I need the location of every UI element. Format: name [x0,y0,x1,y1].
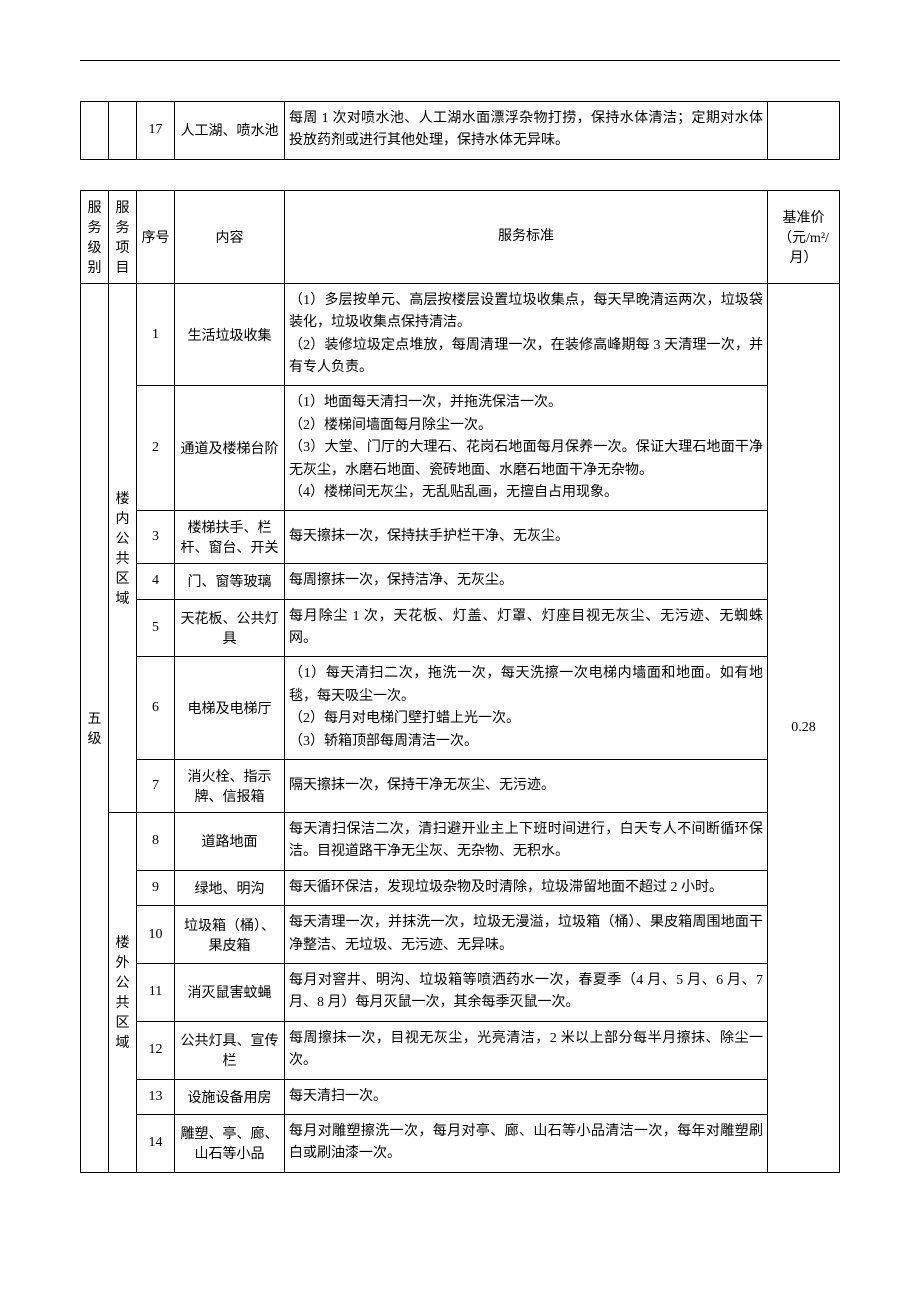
cell-seq: 7 [137,760,175,813]
cell-seq: 9 [137,870,175,905]
cell-standard: 每周擦抹一次，保持洁净、无灰尘。 [285,564,768,599]
header-item: 服务项目 [109,190,137,283]
cell-standard: （1）每天清扫二次，拖洗一次，每天洗擦一次电梯内墙面和地面。如有地毯，每天吸尘一… [285,657,768,760]
cell-seq: 17 [137,102,175,160]
cell-content: 楼梯扶手、栏杆、窗台、开关 [175,511,285,564]
cell-seq: 3 [137,511,175,564]
cell-content: 设施设备用房 [175,1079,285,1114]
cell-blank-level [81,102,109,160]
cell-standard: 每月对雕塑擦洗一次，每月对亭、廊、山石等小品清洁一次，每年对雕塑刷白或刷油漆一次… [285,1114,768,1172]
cell-price: 0.28 [768,283,840,1172]
cell-content: 天花板、公共灯具 [175,599,285,657]
cell-content: 电梯及电梯厅 [175,657,285,760]
header-level: 服务级别 [81,190,109,283]
cell-standard: 隔天擦抹一次，保持干净无灰尘、无污迹。 [285,760,768,813]
cell-blank-item [109,102,137,160]
cell-content: 生活垃圾收集 [175,283,285,386]
table-row: 五级 楼内公共区域 1 生活垃圾收集 （1）多层按单元、高层按楼层设置垃圾收集点… [81,283,840,386]
cell-standard: 每天清理一次，并抹洗一次，垃圾无漫溢，垃圾箱（桶）、果皮箱周围地面干净整洁、无垃… [285,906,768,964]
table-row: 10 垃圾箱（桶）、果皮箱 每天清理一次，并抹洗一次，垃圾无漫溢，垃圾箱（桶）、… [81,906,840,964]
cell-standard: 每月除尘 1 次，天花板、灯盖、灯罩、灯座目视无灰尘、无污迹、无蜘蛛网。 [285,599,768,657]
cell-standard: 每天清扫一次。 [285,1079,768,1114]
cell-standard: （1）地面每天清扫一次，并拖洗保洁一次。（2）楼梯间墙面每月除尘一次。（3）大堂… [285,386,768,511]
top-rule [80,60,840,61]
cell-standard: 每天擦抹一次，保持扶手护栏干净、无灰尘。 [285,511,768,564]
table-row: 6 电梯及电梯厅 （1）每天清扫二次，拖洗一次，每天洗擦一次电梯内墙面和地面。如… [81,657,840,760]
cell-seq: 4 [137,564,175,599]
table-row: 2 通道及楼梯台阶 （1）地面每天清扫一次，并拖洗保洁一次。（2）楼梯间墙面每月… [81,386,840,511]
cell-seq: 8 [137,813,175,871]
cell-content: 垃圾箱（桶）、果皮箱 [175,906,285,964]
cell-content: 消火栓、指示牌、信报箱 [175,760,285,813]
header-row: 服务级别 服务项目 序号 内容 服务标准 基准价（元/m²/月） [81,190,840,283]
main-table: 服务级别 服务项目 序号 内容 服务标准 基准价（元/m²/月） 五级 楼内公共… [80,190,840,1173]
table-row: 14 雕塑、亭、廊、山石等小品 每月对雕塑擦洗一次，每月对亭、廊、山石等小品清洁… [81,1114,840,1172]
table-row: 11 消灭鼠害蚊蝇 每月对窨井、明沟、垃圾箱等喷洒药水一次，春夏季（4 月、5 … [81,963,840,1021]
cell-standard: （1）多层按单元、高层按楼层设置垃圾收集点，每天早晚清运两次，垃圾袋装化，垃圾收… [285,283,768,386]
table-row: 4 门、窗等玻璃 每周擦抹一次，保持洁净、无灰尘。 [81,564,840,599]
cell-seq: 2 [137,386,175,511]
cell-content: 人工湖、喷水池 [175,102,285,160]
cell-content: 公共灯具、宣传栏 [175,1021,285,1079]
cell-group-outdoor: 楼外公共区域 [109,813,137,1173]
cell-seq: 1 [137,283,175,386]
top-table: 17 人工湖、喷水池 每周 1 次对喷水池、人工湖水面漂浮杂物打捞，保持水体清洁… [80,101,840,160]
table-row: 13 设施设备用房 每天清扫一次。 [81,1079,840,1114]
cell-level: 五级 [81,283,109,1172]
header-price: 基准价（元/m²/月） [768,190,840,283]
cell-content: 消灭鼠害蚊蝇 [175,963,285,1021]
cell-content: 通道及楼梯台阶 [175,386,285,511]
cell-content: 道路地面 [175,813,285,871]
cell-seq: 11 [137,963,175,1021]
table-row: 7 消火栓、指示牌、信报箱 隔天擦抹一次，保持干净无灰尘、无污迹。 [81,760,840,813]
table-row: 3 楼梯扶手、栏杆、窗台、开关 每天擦抹一次，保持扶手护栏干净、无灰尘。 [81,511,840,564]
table-row: 楼外公共区域 8 道路地面 每天清扫保洁二次，清扫避开业主上下班时间进行，白天专… [81,813,840,871]
header-seq: 序号 [137,190,175,283]
cell-seq: 5 [137,599,175,657]
cell-seq: 13 [137,1079,175,1114]
cell-standard: 每天循环保洁，发现垃圾杂物及时清除，垃圾滞留地面不超过 2 小时。 [285,870,768,905]
cell-standard: 每天清扫保洁二次，清扫避开业主上下班时间进行，白天专人不间断循环保洁。目视道路干… [285,813,768,871]
cell-blank-price [768,102,840,160]
cell-seq: 14 [137,1114,175,1172]
header-content: 内容 [175,190,285,283]
header-standard: 服务标准 [285,190,768,283]
cell-content: 雕塑、亭、廊、山石等小品 [175,1114,285,1172]
cell-seq: 10 [137,906,175,964]
cell-content: 绿地、明沟 [175,870,285,905]
table-row: 17 人工湖、喷水池 每周 1 次对喷水池、人工湖水面漂浮杂物打捞，保持水体清洁… [81,102,840,160]
cell-standard: 每周擦抹一次，目视无灰尘，光亮清洁，2 米以上部分每半月擦抹、除尘一次。 [285,1021,768,1079]
cell-standard: 每月对窨井、明沟、垃圾箱等喷洒药水一次，春夏季（4 月、5 月、6 月、7 月、… [285,963,768,1021]
table-row: 5 天花板、公共灯具 每月除尘 1 次，天花板、灯盖、灯罩、灯座目视无灰尘、无污… [81,599,840,657]
table-row: 12 公共灯具、宣传栏 每周擦抹一次，目视无灰尘，光亮清洁，2 米以上部分每半月… [81,1021,840,1079]
cell-group-indoor: 楼内公共区域 [109,283,137,812]
table-row: 9 绿地、明沟 每天循环保洁，发现垃圾杂物及时清除，垃圾滞留地面不超过 2 小时… [81,870,840,905]
cell-standard: 每周 1 次对喷水池、人工湖水面漂浮杂物打捞，保持水体清洁；定期对水体投放药剂或… [285,102,768,160]
cell-seq: 6 [137,657,175,760]
cell-seq: 12 [137,1021,175,1079]
cell-content: 门、窗等玻璃 [175,564,285,599]
